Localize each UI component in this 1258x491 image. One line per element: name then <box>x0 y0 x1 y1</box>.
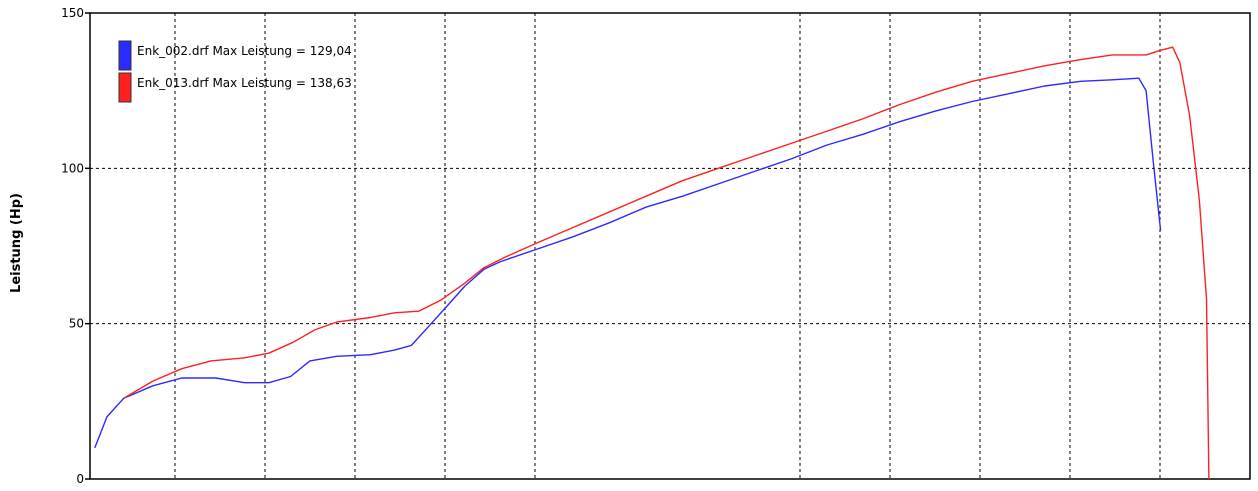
legend-swatch-2 <box>118 72 132 103</box>
axes: 0 50 100 150 <box>61 6 1251 486</box>
legend-label-1: Enk_002.drf Max Leistung = 129,04 <box>137 44 352 58</box>
plot-frame <box>89 12 1251 480</box>
series-lines <box>94 46 1210 480</box>
legend: Enk_002.drf Max Leistung = 129,04 Enk_013… <box>118 40 352 103</box>
legend-label-2: Enk_013.drf Max Leistung = 138,63 <box>137 76 352 90</box>
y-tick-label: 0 <box>76 472 84 486</box>
y-axis-label: Leistung (Hp) <box>9 193 24 293</box>
series-line-1 <box>94 77 1162 449</box>
y-tick-label: 100 <box>61 161 84 175</box>
grid-lines <box>90 13 1250 479</box>
y-tick-label: 50 <box>69 317 84 331</box>
y-tick-label: 150 <box>61 6 84 20</box>
legend-swatch-1 <box>118 40 132 71</box>
series-line-2 <box>123 46 1210 480</box>
